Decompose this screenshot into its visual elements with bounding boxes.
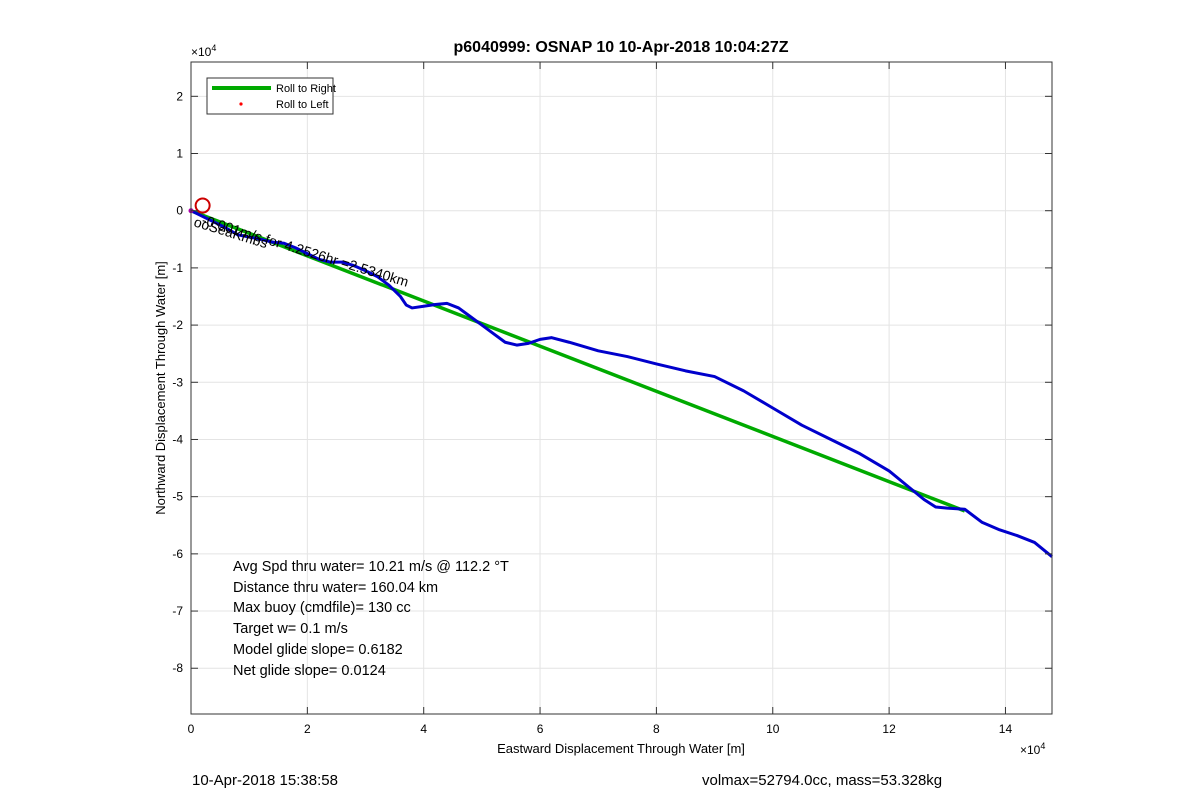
start-label-2: -0.001m/s for 4.2526hr =2.5340km <box>200 212 410 290</box>
y-tick-label: 1 <box>176 147 183 161</box>
y-tick-label: -8 <box>172 661 183 675</box>
x-tick-label: 4 <box>420 722 427 736</box>
x-exponent-base: ×10 <box>1020 743 1041 757</box>
y-exponent-power: 4 <box>211 43 216 53</box>
y-tick-label: -5 <box>172 490 183 504</box>
y-tick-label: -2 <box>172 318 183 332</box>
x-tick-label: 10 <box>766 722 780 736</box>
y-tick-label: -6 <box>172 547 183 561</box>
x-tick-label: 14 <box>999 722 1013 736</box>
plot-area <box>188 197 1053 558</box>
legend-box <box>206 77 334 115</box>
stat-net-glide-slope: Net glide slope= 0.0124 <box>233 662 386 679</box>
footer-timestamp: 10-Apr-2018 15:38:58 <box>192 772 338 789</box>
x-tick-label: 8 <box>653 722 660 736</box>
start-labels: ooSeaKmbs -0.001m/s for 4.2526hr =2.5340… <box>192 212 410 290</box>
summary-stats: Avg Spd thru water= 10.21 m/s @ 112.2 °T… <box>233 557 509 681</box>
x-tick-label: 12 <box>882 722 896 736</box>
legend-label-roll-left: Roll to Left <box>276 99 329 111</box>
y-axis-label: Northward Displacement Through Water [m] <box>153 261 168 515</box>
legend: Roll to Right Roll to Left <box>206 77 336 115</box>
svg-text:×104: ×104 <box>1020 741 1045 757</box>
stat-distance: Distance thru water= 160.04 km <box>233 579 439 596</box>
y-tick-label: -7 <box>172 604 183 618</box>
y-exponent-label: ×104 <box>191 43 216 59</box>
x-exponent-label: ×104 <box>1020 741 1045 757</box>
stat-max-buoy: Max buoy (cmdfile)= 130 cc <box>233 600 411 617</box>
x-exponent-power: 4 <box>1040 741 1045 751</box>
legend-label-roll-right: Roll to Right <box>276 83 336 95</box>
x-tick-label: 6 <box>537 722 544 736</box>
legend-dot-roll-left <box>239 102 243 106</box>
y-tick-label: -3 <box>172 375 183 389</box>
y-tick-label: 2 <box>176 89 183 103</box>
start-circle-marker <box>194 197 211 214</box>
stat-model-glide-slope: Model glide slope= 0.6182 <box>233 641 403 658</box>
svg-text:×104: ×104 <box>191 43 216 59</box>
x-tick-label: 2 <box>304 722 311 736</box>
footer-volmax-mass: volmax=52794.0cc, mass=53.328kg <box>702 772 943 789</box>
y-exponent-base: ×10 <box>191 45 212 59</box>
y-tick-label: -1 <box>172 261 183 275</box>
stat-avg-speed: Avg Spd thru water= 10.21 m/s @ 112.2 °T <box>233 559 509 575</box>
y-tick-label: 0 <box>176 204 183 218</box>
y-tick-label: -4 <box>172 432 183 446</box>
axes-box <box>190 61 1053 715</box>
x-axis-label: Eastward Displacement Through Water [m] <box>497 741 745 756</box>
chart-title: p6040999: OSNAP 10 10-Apr-2018 10:04:27Z <box>454 39 789 56</box>
x-tick-label: 0 <box>188 722 195 736</box>
stat-target-w: Target w= 0.1 m/s <box>233 621 348 638</box>
series-track-line <box>190 209 1053 558</box>
